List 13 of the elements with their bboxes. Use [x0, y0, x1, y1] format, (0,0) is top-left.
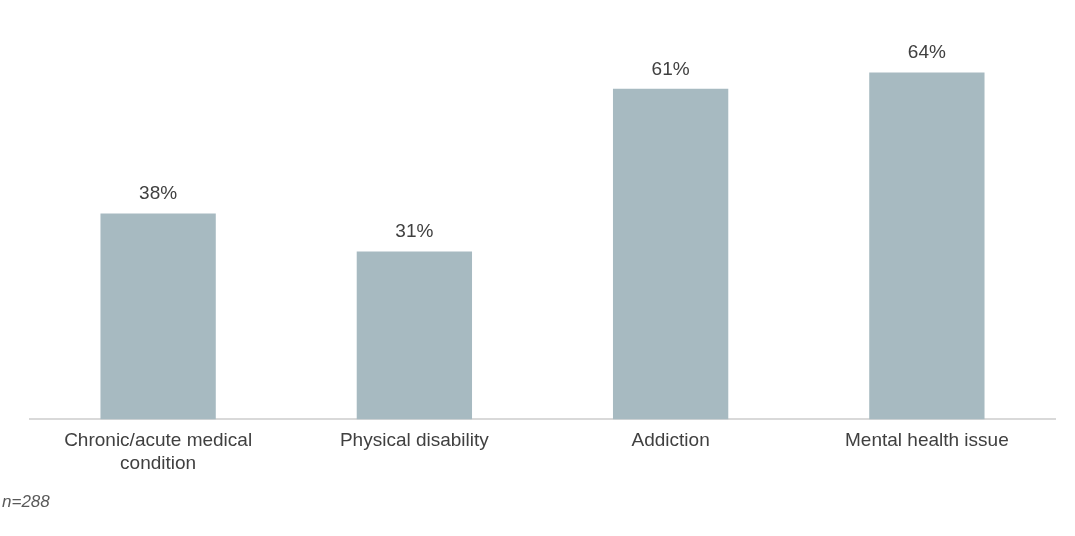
data-label: 38%	[139, 182, 178, 204]
bar	[869, 72, 985, 420]
x-tick-label: Mental health issue	[845, 429, 1009, 451]
x-tick-label: Addiction	[631, 429, 710, 451]
x-tick-label: Chronic/acute medical condition	[64, 429, 253, 473]
data-label: 31%	[395, 220, 434, 242]
x-tick-label: Physical disability	[339, 429, 490, 451]
bar	[612, 88, 729, 420]
data-label: 61%	[651, 57, 690, 79]
bar	[356, 251, 473, 420]
bar	[100, 213, 216, 420]
text: n=288	[2, 492, 50, 512]
data-label: 64%	[907, 41, 946, 63]
